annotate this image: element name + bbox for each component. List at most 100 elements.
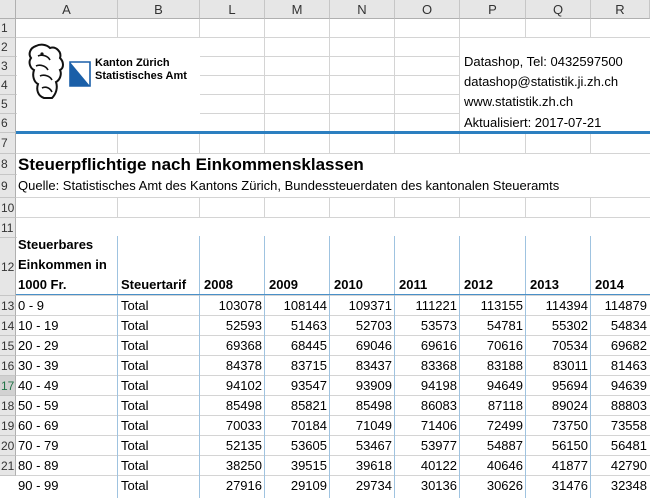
tarif-cell[interactable]: Total xyxy=(121,358,149,373)
value-cell[interactable]: 113155 xyxy=(480,298,523,313)
income-range-cell[interactable]: 40 - 49 xyxy=(18,378,59,393)
value-cell[interactable]: 38250 xyxy=(225,458,262,473)
column-header-o[interactable]: O xyxy=(395,0,460,19)
value-cell[interactable]: 40646 xyxy=(486,458,523,473)
value-cell[interactable]: 81463 xyxy=(610,358,647,373)
tarif-cell[interactable]: Total xyxy=(121,298,149,313)
value-cell[interactable]: 54887 xyxy=(486,438,523,453)
value-cell[interactable]: 85821 xyxy=(290,398,327,413)
row-header-20[interactable]: 20 xyxy=(0,436,16,456)
value-cell[interactable]: 83011 xyxy=(552,358,588,373)
tarif-cell[interactable]: Total xyxy=(121,338,149,353)
value-cell[interactable]: 51463 xyxy=(290,318,327,333)
value-cell[interactable]: 85498 xyxy=(355,398,392,413)
value-cell[interactable]: 55302 xyxy=(551,318,588,333)
tarif-cell[interactable]: Total xyxy=(121,318,149,333)
column-header-n[interactable]: N xyxy=(330,0,395,19)
row-header-15[interactable]: 15 xyxy=(0,336,16,356)
row-header-6[interactable]: 6 xyxy=(0,114,16,133)
value-cell[interactable]: 83188 xyxy=(486,358,523,373)
column-header-q[interactable]: Q xyxy=(526,0,591,19)
income-range-cell[interactable]: 80 - 89 xyxy=(18,458,59,473)
value-cell[interactable]: 73558 xyxy=(610,418,647,433)
value-cell[interactable]: 114879 xyxy=(604,298,647,313)
income-range-cell[interactable]: 50 - 59 xyxy=(18,398,59,413)
income-range-cell[interactable]: 60 - 69 xyxy=(18,418,59,433)
value-cell[interactable]: 83437 xyxy=(355,358,392,373)
value-cell[interactable]: 85498 xyxy=(225,398,262,413)
value-cell[interactable]: 69616 xyxy=(420,338,457,353)
tarif-cell[interactable]: Total xyxy=(121,418,149,433)
value-cell[interactable]: 72499 xyxy=(486,418,523,433)
row-header-8[interactable]: 8 xyxy=(0,154,16,175)
income-range-cell[interactable]: 20 - 29 xyxy=(18,338,59,353)
tarif-cell[interactable]: Total xyxy=(121,438,149,453)
value-cell[interactable]: 89024 xyxy=(551,398,588,413)
value-cell[interactable]: 27916 xyxy=(225,478,262,493)
value-cell[interactable]: 88803 xyxy=(610,398,647,413)
value-cell[interactable]: 42790 xyxy=(610,458,647,473)
value-cell[interactable]: 73750 xyxy=(551,418,588,433)
row-header-3[interactable]: 3 xyxy=(0,57,16,76)
value-cell[interactable]: 39618 xyxy=(355,458,392,473)
value-cell[interactable]: 94649 xyxy=(486,378,523,393)
value-cell[interactable]: 93909 xyxy=(355,378,392,393)
value-cell[interactable]: 40122 xyxy=(420,458,457,473)
value-cell[interactable]: 84378 xyxy=(225,358,262,373)
row-header-12[interactable]: 12 xyxy=(0,238,16,296)
row-header-7[interactable]: 7 xyxy=(0,133,16,154)
value-cell[interactable]: 30626 xyxy=(486,478,523,493)
income-range-cell[interactable]: 70 - 79 xyxy=(18,438,59,453)
income-range-cell[interactable]: 30 - 39 xyxy=(18,358,59,373)
value-cell[interactable]: 52135 xyxy=(225,438,262,453)
income-range-cell[interactable]: 10 - 19 xyxy=(18,318,59,333)
row-header-16[interactable]: 16 xyxy=(0,356,16,376)
value-cell[interactable]: 114394 xyxy=(545,298,588,313)
row-header-2[interactable]: 2 xyxy=(0,38,16,57)
value-cell[interactable]: 69046 xyxy=(355,338,392,353)
value-cell[interactable]: 54834 xyxy=(610,318,647,333)
value-cell[interactable]: 41877 xyxy=(551,458,588,473)
column-header-l[interactable]: L xyxy=(200,0,265,19)
value-cell[interactable]: 111221 xyxy=(415,298,457,313)
value-cell[interactable]: 70033 xyxy=(225,418,262,433)
tarif-cell[interactable]: Total xyxy=(121,378,149,393)
row-header-21[interactable]: 21 xyxy=(0,456,16,476)
row-header-18[interactable]: 18 xyxy=(0,396,16,416)
row-header-4[interactable]: 4 xyxy=(0,76,16,95)
row-header-11[interactable]: 11 xyxy=(0,218,16,238)
value-cell[interactable]: 54781 xyxy=(486,318,523,333)
value-cell[interactable]: 71406 xyxy=(420,418,457,433)
value-cell[interactable]: 29734 xyxy=(355,478,392,493)
value-cell[interactable]: 53467 xyxy=(355,438,392,453)
value-cell[interactable]: 70616 xyxy=(486,338,523,353)
value-cell[interactable]: 103078 xyxy=(218,298,262,313)
tarif-cell[interactable]: Total xyxy=(121,458,149,473)
row-header-19[interactable]: 19 xyxy=(0,416,16,436)
value-cell[interactable]: 32348 xyxy=(610,478,647,493)
value-cell[interactable]: 70184 xyxy=(290,418,327,433)
row-header-10[interactable]: 10 xyxy=(0,198,16,218)
value-cell[interactable]: 52593 xyxy=(225,318,262,333)
value-cell[interactable]: 53605 xyxy=(290,438,327,453)
value-cell[interactable]: 108144 xyxy=(283,298,327,313)
income-range-cell[interactable]: 0 - 9 xyxy=(18,298,45,313)
column-header-a[interactable]: A xyxy=(16,0,118,19)
income-range-cell[interactable]: 90 - 99 xyxy=(18,478,59,493)
column-header-p[interactable]: P xyxy=(460,0,526,19)
row-header-1[interactable]: 1 xyxy=(0,19,16,38)
value-cell[interactable]: 29109 xyxy=(290,478,327,493)
value-cell[interactable]: 83368 xyxy=(420,358,457,373)
value-cell[interactable]: 94102 xyxy=(225,378,262,393)
value-cell[interactable]: 94198 xyxy=(420,378,457,393)
value-cell[interactable]: 53573 xyxy=(420,318,457,333)
value-cell[interactable]: 31476 xyxy=(551,478,588,493)
row-header-5[interactable]: 5 xyxy=(0,95,16,114)
value-cell[interactable]: 70534 xyxy=(551,338,588,353)
value-cell[interactable]: 109371 xyxy=(348,298,392,313)
value-cell[interactable]: 68445 xyxy=(290,338,327,353)
tarif-cell[interactable]: Total xyxy=(121,478,149,493)
row-header-14[interactable]: 14 xyxy=(0,316,16,336)
value-cell[interactable]: 95694 xyxy=(551,378,588,393)
